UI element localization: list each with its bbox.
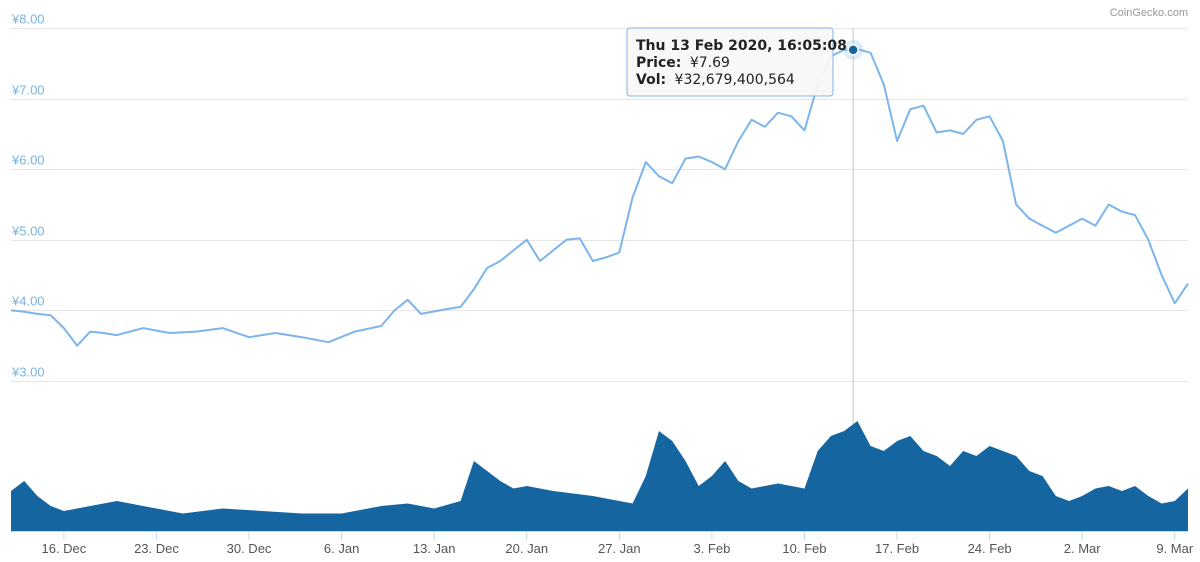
x-tick-label: 20. Jan	[505, 541, 548, 556]
hover-marker	[843, 39, 864, 60]
tooltip-date: Thu 13 Feb 2020, 16:05:08	[636, 38, 847, 54]
x-tick-label: 10. Feb	[782, 541, 826, 556]
x-tick-label: 30. Dec	[227, 541, 272, 556]
tooltip-price: Price: ¥7.69	[636, 55, 730, 71]
grid-lines	[11, 28, 1188, 382]
x-tick-label: 24. Feb	[968, 541, 1012, 556]
y-tick-label: ¥8.00	[11, 12, 45, 27]
x-axis-ticks: 16. Dec 23. Dec 30. Dec 6. Jan 13. Jan 20. Ja…	[11, 531, 1194, 556]
x-tick-label: 13. Jan	[413, 541, 456, 556]
y-tick-label: ¥6.00	[11, 153, 45, 168]
y-axis-ticks: ¥3.00 ¥4.00 ¥5.00 ¥6.00 ¥7.00 ¥8.00	[11, 12, 45, 380]
tooltip-price-value: ¥7.69	[690, 55, 730, 71]
tooltip: Thu 13 Feb 2020, 16:05:08 Price: ¥7.69 V…	[626, 27, 847, 97]
x-tick-label: 16. Dec	[41, 541, 86, 556]
tooltip-vol-value: ¥32,679,400,564	[675, 72, 795, 88]
price-line	[10, 48, 1189, 347]
tooltip-vol: Vol: ¥32,679,400,564	[636, 72, 795, 88]
chart-credit[interactable]: CoinGecko.com	[1110, 7, 1188, 19]
x-tick-label: 6. Jan	[324, 541, 359, 556]
tooltip-vol-label: Vol:	[636, 72, 666, 88]
tooltip-price-label: Price:	[636, 55, 681, 71]
y-tick-label: ¥5.00	[11, 224, 45, 239]
y-tick-label: ¥7.00	[11, 83, 45, 98]
x-tick-label: 2. Mar	[1064, 541, 1102, 556]
x-tick-label: 9. Mar	[1156, 541, 1194, 556]
x-tick-label: 3. Feb	[693, 541, 730, 556]
volume-area	[11, 421, 1188, 531]
y-tick-label: ¥4.00	[11, 294, 45, 309]
x-tick-label: 17. Feb	[875, 541, 919, 556]
x-tick-label: 23. Dec	[134, 541, 179, 556]
x-tick-label: 27. Jan	[598, 541, 641, 556]
y-tick-label: ¥3.00	[11, 365, 45, 380]
